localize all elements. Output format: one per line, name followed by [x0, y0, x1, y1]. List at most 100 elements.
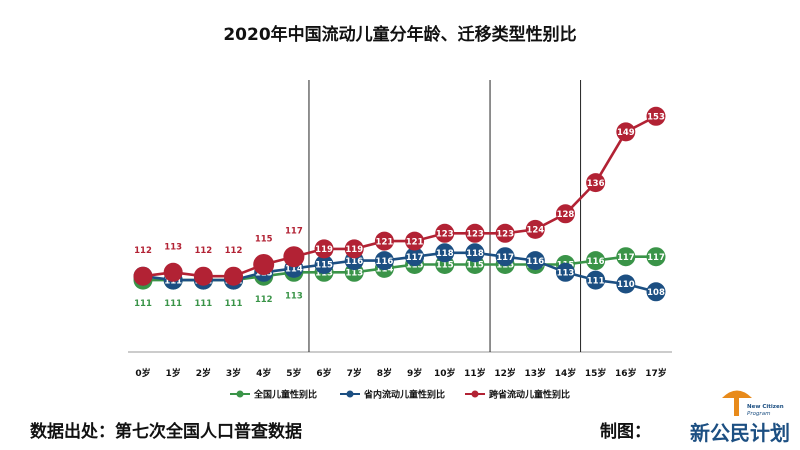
x-tick-label: 8岁 — [377, 367, 392, 379]
data-point — [374, 231, 394, 251]
x-tick-label: 0岁 — [135, 367, 150, 379]
data-label: 117 — [617, 253, 635, 263]
data-label: 113 — [164, 242, 182, 252]
data-label: 108 — [647, 288, 665, 298]
legend-marker — [471, 390, 479, 398]
data-label: 117 — [647, 253, 665, 263]
data-label: 119 — [345, 245, 363, 255]
x-tick-label: 7岁 — [347, 367, 362, 379]
logo-mushroom-icon — [722, 390, 752, 416]
data-label: 136 — [587, 179, 605, 189]
data-point — [133, 266, 153, 286]
data-label: 123 — [496, 230, 514, 240]
data-point — [163, 262, 183, 282]
data-point — [616, 247, 636, 267]
chart-title: 2020年中国流动儿童分年龄、迁移类型性别比 — [223, 24, 576, 45]
x-tick-label: 11岁 — [464, 367, 486, 379]
data-label: 116 — [587, 257, 605, 267]
x-tick-label: 3岁 — [226, 367, 241, 379]
data-label: 110 — [617, 280, 635, 290]
x-tick-label: 12岁 — [494, 367, 516, 379]
data-label: 111 — [587, 276, 605, 286]
data-label: 115 — [315, 261, 333, 271]
data-point — [586, 270, 606, 290]
data-point — [495, 247, 515, 267]
data-label: 113 — [345, 269, 363, 279]
legend-marker — [346, 390, 354, 398]
data-point — [495, 223, 515, 243]
series-1: 1121111111111131141151161161171181181171… — [133, 243, 666, 302]
data-label: 116 — [345, 257, 363, 267]
data-label: 113 — [557, 269, 575, 279]
series-2: 112 113 112 112 115 117 119 119 121 121 123 123 123 1… — [133, 106, 666, 286]
logo-subtitle-line2: Program — [747, 411, 770, 417]
data-point — [646, 282, 666, 302]
data-point — [435, 223, 455, 243]
data-point — [465, 223, 485, 243]
x-tick-label: 10岁 — [434, 367, 456, 379]
data-point — [555, 262, 575, 282]
data-label: 118 — [466, 249, 484, 259]
data-point — [646, 106, 666, 126]
x-tick-label: 1岁 — [166, 367, 181, 379]
data-point — [224, 266, 244, 286]
data-point — [314, 255, 334, 274]
data-label: 116 — [376, 257, 394, 267]
data-label: 114 — [285, 265, 303, 275]
data-point — [435, 243, 455, 263]
legend-item-1: 省内流动儿童性别比 — [340, 389, 445, 401]
data-label: 123 — [436, 230, 454, 240]
data-label: 112 — [225, 246, 243, 256]
data-label: 117 — [496, 253, 514, 263]
data-label: 124 — [526, 226, 544, 236]
data-point — [314, 239, 334, 259]
data-point — [193, 266, 213, 286]
data-label: 115 — [255, 235, 273, 245]
legend-label: 省内流动儿童性别比 — [363, 389, 445, 401]
data-label: 121 — [406, 237, 424, 247]
logo-text: 新公民计划 — [690, 421, 790, 445]
data-point — [374, 251, 394, 271]
x-tick-label: 14岁 — [555, 367, 577, 379]
data-point — [344, 239, 364, 259]
data-label: 121 — [376, 237, 394, 247]
x-tick-label: 5岁 — [286, 367, 301, 379]
data-label: 112 — [194, 246, 212, 256]
data-label: 117 — [406, 253, 424, 263]
x-tick-label: 15岁 — [585, 367, 607, 379]
series-line — [142, 115, 657, 278]
x-tick-label: 2岁 — [196, 367, 211, 379]
x-tick-label: 17岁 — [645, 367, 667, 379]
x-tick-label: 9岁 — [407, 367, 422, 379]
data-point — [465, 243, 485, 263]
logo-subtitle-line1: New Citizen — [747, 404, 784, 410]
legend-marker — [236, 390, 244, 398]
logo: New Citizen Program 新公民计划 — [690, 390, 790, 445]
x-tick-label: 16岁 — [615, 367, 637, 379]
data-point — [586, 173, 606, 193]
x-tick-label: 4岁 — [256, 367, 271, 379]
data-point — [616, 122, 636, 142]
x-tick-label: 13岁 — [525, 367, 547, 379]
data-label: 118 — [436, 249, 454, 259]
data-point — [616, 274, 636, 294]
data-point — [405, 231, 425, 251]
data-point — [405, 247, 425, 267]
data-label: 119 — [315, 245, 333, 255]
data-label: 111 — [194, 299, 212, 309]
legend-item-0: 全国儿童性别比 — [230, 389, 317, 401]
data-point — [525, 251, 545, 271]
data-point — [253, 254, 275, 275]
data-point — [283, 246, 305, 268]
data-label: 111 — [225, 299, 243, 309]
made-by-label: 制图： — [600, 421, 651, 442]
data-label: 115 — [436, 261, 454, 271]
data-label: 153 — [647, 113, 665, 123]
legend-label: 全国儿童性别比 — [253, 389, 317, 401]
series-line — [142, 251, 657, 294]
data-label: 112 — [134, 246, 152, 256]
data-label: 112 — [255, 295, 273, 305]
x-tick-label: 6岁 — [316, 367, 331, 379]
legend-label: 跨省流动儿童性别比 — [489, 389, 570, 401]
